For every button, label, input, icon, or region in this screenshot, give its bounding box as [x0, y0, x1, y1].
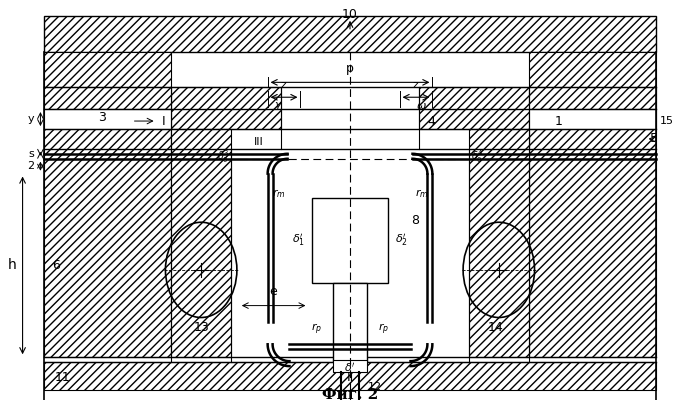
Text: 8: 8 [412, 214, 419, 227]
Text: $r_m$: $r_m$ [414, 187, 428, 200]
Text: 4: 4 [428, 114, 435, 127]
Bar [419, 87, 528, 129]
Text: s: s [29, 149, 34, 159]
Text: p: p [346, 62, 354, 75]
Bar [44, 87, 172, 109]
Text: 12: 12 [368, 382, 382, 392]
Bar [44, 52, 172, 357]
Text: $\delta'$: $\delta'$ [344, 361, 356, 374]
Text: 5: 5 [650, 133, 657, 145]
Text: 11: 11 [55, 370, 70, 384]
Text: III: III [254, 137, 264, 147]
Text: II: II [346, 370, 354, 384]
Text: $\gamma$: $\gamma$ [274, 100, 283, 112]
Text: $r_p$: $r_p$ [311, 322, 322, 337]
Text: 13: 13 [193, 321, 209, 334]
Text: $r_m$: $r_m$ [272, 187, 286, 200]
Bar [44, 109, 172, 129]
Bar [528, 87, 656, 109]
Text: $\delta_2'$: $\delta_2'$ [395, 232, 408, 248]
Bar [172, 87, 281, 129]
Bar [44, 16, 656, 52]
Text: z: z [281, 80, 286, 90]
Text: $\omega$: $\omega$ [416, 101, 427, 111]
Text: 14: 14 [488, 321, 504, 334]
Text: $\delta_0^4$: $\delta_0^4$ [470, 148, 484, 165]
Text: $\delta_1'$: $\delta_1'$ [292, 232, 305, 248]
Bar [312, 198, 388, 283]
Text: $r_p$: $r_p$ [378, 322, 389, 337]
Text: 2: 2 [27, 161, 34, 171]
Bar [333, 283, 367, 362]
Text: I: I [162, 114, 165, 127]
Bar [528, 109, 656, 129]
Text: e: e [270, 285, 277, 298]
Bar [333, 360, 367, 372]
Text: 10: 10 [342, 8, 358, 21]
Text: h: h [8, 258, 17, 272]
Text: Фиг. 2: Фиг. 2 [322, 388, 378, 402]
Bar [172, 129, 231, 357]
Text: 1: 1 [554, 114, 562, 127]
Bar [469, 129, 528, 357]
Text: $\delta_0^3$: $\delta_0^3$ [217, 148, 230, 165]
Bar [44, 362, 656, 390]
Text: 3: 3 [98, 110, 106, 124]
Text: y: y [28, 114, 34, 124]
Text: 6: 6 [52, 260, 60, 272]
Text: z: z [412, 80, 419, 90]
Bar [528, 52, 656, 357]
Text: 15: 15 [659, 116, 673, 126]
